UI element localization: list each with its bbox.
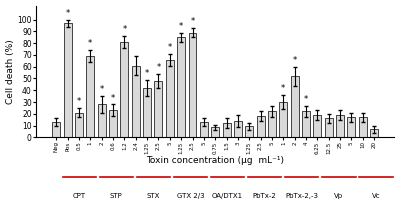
Bar [359, 117, 367, 137]
Text: *: * [145, 69, 149, 78]
Text: CPT: CPT [73, 193, 86, 199]
Text: *: * [100, 85, 104, 94]
Bar [245, 126, 253, 137]
Bar [211, 127, 219, 137]
Bar [302, 111, 310, 137]
Bar [336, 115, 344, 137]
Bar [64, 23, 72, 137]
Bar [98, 104, 106, 137]
Text: *: * [111, 94, 115, 103]
Text: STP: STP [110, 193, 123, 199]
Bar [257, 116, 265, 137]
Text: Vp: Vp [334, 193, 343, 199]
Bar [325, 119, 333, 137]
Text: GTX 2/3: GTX 2/3 [177, 193, 204, 199]
Bar [279, 102, 287, 137]
Bar [75, 113, 83, 137]
Bar [188, 33, 196, 137]
Bar [200, 122, 208, 137]
Bar [268, 111, 276, 137]
Bar [109, 110, 117, 137]
Text: OA/DTX1: OA/DTX1 [212, 193, 243, 199]
Text: *: * [304, 95, 308, 104]
Bar [143, 88, 151, 137]
Text: *: * [292, 56, 297, 65]
Text: *: * [66, 9, 70, 18]
Bar [348, 117, 356, 137]
Bar [234, 121, 242, 137]
Text: *: * [122, 25, 126, 34]
Bar [223, 123, 230, 137]
Bar [314, 115, 321, 137]
Text: STX: STX [147, 193, 160, 199]
Bar [177, 37, 185, 137]
Text: PbTx-2,-3: PbTx-2,-3 [285, 193, 318, 199]
Bar [291, 76, 299, 137]
Bar [154, 81, 162, 137]
Text: *: * [77, 97, 81, 106]
Bar [52, 122, 60, 137]
Text: *: * [156, 63, 160, 72]
Text: Vc: Vc [372, 193, 380, 199]
Bar [166, 60, 174, 137]
Text: *: * [168, 43, 172, 52]
Text: PbTx-2: PbTx-2 [253, 193, 276, 199]
Bar [86, 56, 94, 137]
Y-axis label: Cell death (%): Cell death (%) [6, 39, 14, 104]
X-axis label: Toxin concentration (μg  mL⁻¹): Toxin concentration (μg mL⁻¹) [146, 156, 284, 165]
Text: *: * [190, 17, 195, 26]
Bar [120, 42, 128, 137]
Text: *: * [281, 84, 286, 93]
Bar [132, 66, 140, 137]
Text: *: * [179, 22, 183, 31]
Text: *: * [88, 39, 92, 48]
Bar [370, 129, 378, 137]
